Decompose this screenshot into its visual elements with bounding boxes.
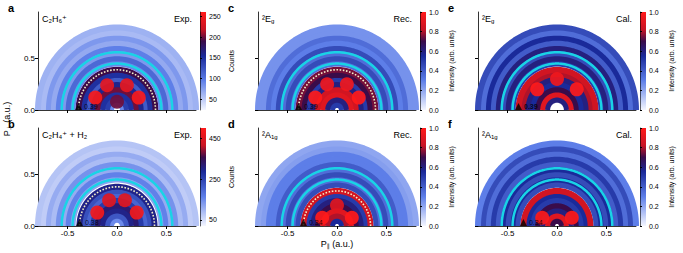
svg-text:250: 250 (209, 13, 221, 20)
svg-text:0.8: 0.8 (429, 28, 439, 35)
svg-text:d: d (228, 118, 235, 130)
svg-text:100: 100 (209, 75, 221, 82)
svg-text:-0.5: -0.5 (501, 229, 515, 238)
svg-text:1.0: 1.0 (429, 9, 439, 16)
svg-text:c: c (228, 2, 234, 14)
svg-text:Counts: Counts (228, 165, 235, 188)
svg-text:Cal.: Cal. (616, 130, 632, 140)
svg-text:Cal.: Cal. (616, 14, 632, 24)
svg-text:0.8: 0.8 (649, 144, 659, 151)
svg-text:0.4: 0.4 (649, 67, 659, 74)
svg-text:Intensity (arb. units): Intensity (arb. units) (448, 30, 456, 91)
svg-text:Intensity (arb. units): Intensity (arb. units) (668, 146, 676, 207)
svg-text:P: P (2, 130, 12, 137)
svg-text:-0.5: -0.5 (61, 229, 75, 238)
svg-text:-0.5: -0.5 (281, 229, 295, 238)
svg-text:C₂H₆⁺: C₂H₆⁺ (42, 14, 67, 24)
svg-text:a: a (8, 2, 15, 14)
svg-text:²A: ²A (482, 130, 491, 140)
svg-text:0.39: 0.39 (524, 103, 538, 110)
svg-text:450: 450 (209, 135, 221, 142)
svg-text:0.39: 0.39 (84, 103, 98, 110)
svg-text:Rec.: Rec. (393, 14, 412, 24)
svg-text:(a.u.): (a.u.) (2, 101, 12, 126)
html-text:P∥: P∥ (320, 239, 330, 249)
svg-text:0.5: 0.5 (161, 229, 173, 238)
svg-text:²E: ²E (482, 14, 491, 24)
svg-text:0.5: 0.5 (381, 229, 393, 238)
svg-text:Intensity (arb. units): Intensity (arb. units) (668, 30, 676, 91)
svg-text:50: 50 (209, 216, 217, 223)
svg-text:0.39: 0.39 (304, 103, 318, 110)
svg-text:f: f (448, 118, 452, 130)
svg-text:Rec.: Rec. (393, 130, 412, 140)
svg-text:1.0: 1.0 (649, 9, 659, 16)
svg-text:0.8: 0.8 (429, 144, 439, 151)
svg-text:²A: ²A (262, 130, 271, 140)
svg-text:Intensity (arb. units): Intensity (arb. units) (448, 146, 456, 207)
svg-text:0.0: 0.0 (649, 223, 659, 230)
svg-text:0.6: 0.6 (429, 48, 439, 55)
svg-text:(a.u.): (a.u.) (330, 239, 354, 249)
svg-text:²E: ²E (262, 14, 271, 24)
svg-text:C₂H₄⁺ + H₂: C₂H₄⁺ + H₂ (42, 130, 88, 140)
svg-text:Exp.: Exp. (174, 130, 192, 140)
svg-text:0.0: 0.0 (111, 229, 123, 238)
svg-text:g: g (271, 18, 274, 24)
svg-text:0.8: 0.8 (649, 28, 659, 35)
svg-text:0.4: 0.4 (649, 183, 659, 190)
svg-text:1g: 1g (491, 134, 498, 140)
svg-text:150: 150 (209, 54, 221, 61)
svg-text:Counts: Counts (228, 49, 235, 72)
svg-text:0.2: 0.2 (429, 203, 439, 210)
svg-text:50: 50 (209, 96, 217, 103)
svg-text:e: e (448, 2, 454, 14)
svg-text:0.0: 0.0 (649, 107, 659, 114)
svg-text:0.5: 0.5 (24, 54, 36, 63)
svg-text:0.0: 0.0 (24, 106, 36, 115)
svg-text:0.0: 0.0 (331, 229, 343, 238)
svg-text:200: 200 (209, 34, 221, 41)
svg-text:1.0: 1.0 (649, 125, 659, 132)
svg-text:0.0: 0.0 (551, 229, 563, 238)
svg-text:0.6: 0.6 (649, 164, 659, 171)
svg-text:0.0: 0.0 (429, 223, 439, 230)
svg-text:0.5: 0.5 (601, 229, 613, 238)
svg-text:0.38: 0.38 (85, 219, 99, 226)
svg-text:0.2: 0.2 (649, 87, 659, 94)
svg-text:0.4: 0.4 (429, 183, 439, 190)
svg-text:0.4: 0.4 (429, 67, 439, 74)
svg-text:0.0: 0.0 (429, 107, 439, 114)
svg-text:b: b (8, 118, 15, 130)
svg-text:0.2: 0.2 (649, 203, 659, 210)
svg-text:0.5: 0.5 (24, 170, 36, 179)
svg-text:1.0: 1.0 (429, 125, 439, 132)
svg-text:0.6: 0.6 (649, 48, 659, 55)
svg-text:g: g (491, 18, 494, 24)
svg-text:0.6: 0.6 (429, 164, 439, 171)
svg-text:Exp.: Exp. (174, 14, 192, 24)
svg-text:0.0: 0.0 (24, 222, 36, 231)
svg-text:250: 250 (209, 176, 221, 183)
svg-text:0.2: 0.2 (429, 87, 439, 94)
svg-text:0.34: 0.34 (309, 219, 323, 226)
svg-text:1g: 1g (271, 134, 278, 140)
svg-text:0.34: 0.34 (529, 219, 543, 226)
